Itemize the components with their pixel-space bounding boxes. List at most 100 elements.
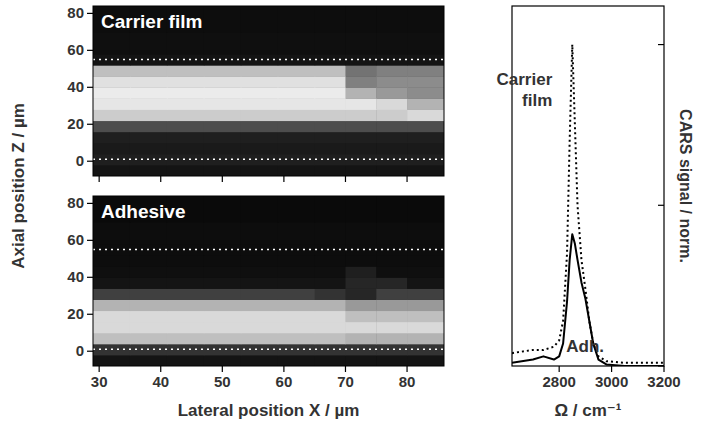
image-cell: [315, 196, 346, 222]
x-tick: [222, 366, 223, 372]
image-cell: [345, 244, 376, 256]
image-cell: [315, 121, 346, 133]
image-cell: [130, 288, 167, 300]
image-cell: [345, 299, 376, 311]
figure: 020406080Carrier filmAxial position Z / …: [0, 0, 702, 436]
reference-line: [93, 159, 444, 161]
image-cell: [278, 222, 315, 245]
x-tick: [611, 366, 612, 372]
image-ground: [93, 196, 444, 366]
image-cell: [241, 299, 278, 311]
image-cell: [241, 65, 278, 77]
image-cell: [241, 6, 278, 32]
image-cell: [93, 266, 130, 278]
image-cell: [93, 333, 130, 345]
image-cell: [278, 288, 315, 300]
x-tick: [663, 366, 664, 372]
image-cell: [93, 322, 130, 334]
image-cell: [241, 32, 278, 55]
image-cell: [407, 121, 444, 133]
x-tick: [160, 366, 161, 372]
x-tick-label: 2800: [542, 373, 575, 390]
image-cell: [204, 222, 241, 245]
image-cell: [278, 109, 315, 121]
image-cell: [204, 6, 241, 32]
image-cells: [93, 196, 444, 366]
image-cell: [204, 344, 241, 356]
image-cell: [130, 322, 167, 334]
image-cell: [241, 266, 278, 278]
plot-frame: [512, 6, 664, 366]
image-cell: [345, 196, 376, 222]
image-cell: [407, 65, 444, 77]
image-cell: [345, 98, 376, 110]
image-cell: [130, 333, 167, 345]
image-cell: [345, 6, 376, 32]
image-cell: [315, 132, 346, 144]
image-cell: [241, 244, 278, 256]
image-cell: [167, 65, 204, 77]
y-axis-title: Axial position Z / µm: [9, 103, 28, 269]
image-cell: [130, 299, 167, 311]
image-cell: [167, 333, 204, 345]
image-cell: [315, 6, 346, 32]
image-cell: [376, 266, 407, 278]
image-cell: [241, 121, 278, 133]
reference-line: [93, 349, 444, 351]
x-tick-label: 40: [152, 373, 169, 390]
image-cell: [278, 255, 315, 267]
image-cell: [345, 288, 376, 300]
image-cell: [345, 143, 376, 155]
image-cell: [407, 311, 444, 323]
x-tick: [99, 366, 100, 372]
x-tick: [283, 176, 284, 182]
y-tick-label: 80: [67, 4, 84, 21]
image-cell: [204, 355, 241, 366]
image-cell: [315, 311, 346, 323]
image-cell: [345, 344, 376, 356]
x-tick-label: 70: [337, 373, 354, 390]
image-cell: [167, 299, 204, 311]
x-tick-label: 50: [214, 373, 231, 390]
image-cell: [315, 98, 346, 110]
x-axis-title: Lateral position X / µm: [178, 401, 360, 420]
image-cell: [345, 87, 376, 99]
image-cell: [345, 76, 376, 88]
x-tick-label: 3200: [647, 373, 680, 390]
y-tick: [87, 203, 93, 204]
image-cell: [278, 266, 315, 278]
image-cell: [167, 32, 204, 55]
image-cell: [376, 154, 407, 166]
image-cell: [204, 196, 241, 222]
image-cell: [241, 311, 278, 323]
y-tick-label: 80: [67, 194, 84, 211]
image-cell: [204, 299, 241, 311]
image-cell: [315, 87, 346, 99]
image-cell: [204, 76, 241, 88]
image-cell: [345, 333, 376, 345]
image-cell: [204, 132, 241, 144]
image-cell: [241, 277, 278, 289]
y-tick: [87, 161, 93, 162]
image-cell: [345, 222, 376, 245]
y-tick-label: 40: [67, 268, 84, 285]
image-cell: [130, 355, 167, 366]
y-tick-label: 60: [67, 41, 84, 58]
image-cell: [315, 266, 346, 278]
image-cell: [376, 344, 407, 356]
image-cell: [167, 109, 204, 121]
image-cell: [204, 87, 241, 99]
image-cell: [278, 355, 315, 366]
image-cell: [241, 132, 278, 144]
image-cell: [130, 222, 167, 245]
image-cell: [315, 165, 346, 176]
image-cell: [241, 196, 278, 222]
image-cell: [241, 322, 278, 334]
image-cell: [407, 255, 444, 267]
image-cell: [93, 277, 130, 289]
image-cell: [315, 143, 346, 155]
image-cell: [376, 54, 407, 66]
y-tick: [87, 50, 93, 51]
image-cell: [204, 244, 241, 256]
panel-frame: [93, 6, 444, 176]
